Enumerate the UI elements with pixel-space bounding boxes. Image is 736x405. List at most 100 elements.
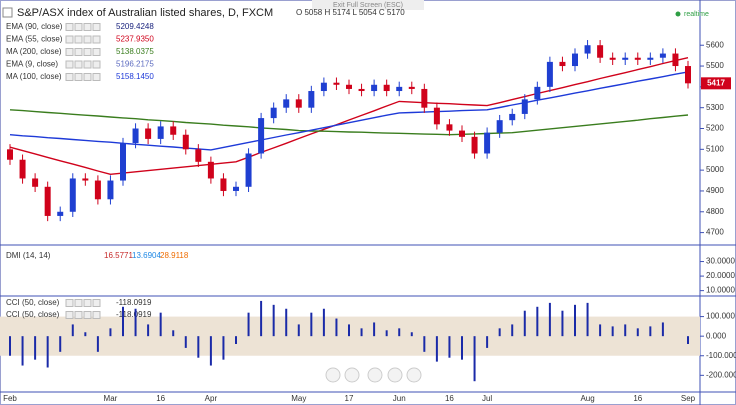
candle-body <box>94 180 101 200</box>
candle-body <box>182 134 189 150</box>
legend-value: 5237.9350 <box>116 35 154 44</box>
candle-body <box>245 153 252 187</box>
candle-body <box>320 82 327 92</box>
legend-icon <box>83 299 92 307</box>
zoom-button[interactable] <box>406 367 422 383</box>
legend-icon <box>65 35 74 44</box>
legend-value: 5209.4248 <box>116 22 154 31</box>
candle-body <box>283 99 290 108</box>
candle-body <box>107 180 114 200</box>
x-tick-label: 16 <box>445 394 454 403</box>
legend-name: MA (100, close) <box>6 72 62 81</box>
zoom-button[interactable] <box>325 367 341 383</box>
legend-icon <box>65 299 74 307</box>
candle-body <box>396 86 403 92</box>
x-tick-label: 16 <box>156 394 165 403</box>
legend-value: -118.0919 <box>116 310 152 319</box>
y-tick-label: 4700 <box>706 228 724 237</box>
candle-body <box>584 45 591 54</box>
candle-body <box>346 84 352 89</box>
legend-icon <box>83 48 92 56</box>
x-tick-label: Jul <box>482 394 492 403</box>
cci-band <box>0 316 700 356</box>
candle-body <box>69 178 76 212</box>
exit-button[interactable] <box>312 0 424 10</box>
candle-body <box>19 159 26 179</box>
zoom-button[interactable] <box>344 367 360 383</box>
candle-body <box>433 107 440 125</box>
x-tick-label: Apr <box>205 394 218 403</box>
candle-body <box>170 126 177 135</box>
candle-body <box>484 132 491 154</box>
candle-body <box>233 186 239 191</box>
legend-icon <box>65 23 74 31</box>
legend-icon <box>74 48 83 56</box>
candle-body <box>82 178 89 181</box>
last-price-badge <box>701 77 731 90</box>
candle-body <box>44 186 51 216</box>
collapse-icon[interactable] <box>2 7 13 18</box>
legend-value: 5138.0375 <box>116 47 154 56</box>
x-tick-label: Sep <box>681 394 696 403</box>
legend-name: MA (200, close) <box>6 47 62 56</box>
legend-icon <box>74 23 83 31</box>
candle-body <box>622 57 629 60</box>
legend-name: EMA (55, close) <box>6 35 63 44</box>
zoom-button[interactable] <box>367 367 383 383</box>
candle-body <box>145 128 152 139</box>
candle-body <box>609 57 616 60</box>
y-tick-label: 5600 <box>706 40 724 49</box>
candle-body <box>195 149 202 162</box>
legend-icon <box>92 299 101 307</box>
x-tick-label: 17 <box>345 394 354 403</box>
legend-icon <box>74 73 83 81</box>
x-tick-label: May <box>291 394 306 403</box>
dmi-value: 13.6904 <box>132 251 161 260</box>
legend-icon <box>83 23 92 31</box>
candle-body <box>496 120 503 133</box>
ohlc: O 5058 H 5174 L 5054 C 5170 <box>296 8 405 17</box>
candle-body <box>446 124 453 131</box>
candle-body <box>7 149 13 160</box>
last-price: 5417 <box>707 78 725 87</box>
candle-body <box>132 128 139 144</box>
legend-name: EMA (9, close) <box>6 60 58 69</box>
candle-body <box>647 57 654 60</box>
legend-icon <box>74 311 83 319</box>
candle-body <box>572 53 578 67</box>
legend-icon <box>92 60 101 69</box>
zoom-button[interactable] <box>387 367 403 383</box>
candle-body <box>270 107 277 119</box>
realtime-dot <box>675 11 681 17</box>
legend-icon <box>83 60 92 69</box>
zoom-controls <box>325 367 422 383</box>
title: S&P/ASX index of Australian listed share… <box>17 7 273 19</box>
exit-text: Exit Full Screen (ESC) <box>333 2 403 9</box>
candle-body <box>371 84 378 92</box>
candle-body <box>521 99 528 114</box>
legend-icon <box>83 35 92 44</box>
candle-body <box>308 91 315 108</box>
legend-icon <box>65 73 74 81</box>
legend-value: -118.0919 <box>116 298 152 307</box>
y-tick-label: 10.0000 <box>706 286 735 295</box>
y-tick-label: 4800 <box>706 207 724 216</box>
y-tick-label: 0.000 <box>706 331 727 340</box>
candle-body <box>220 178 227 191</box>
candle-body <box>333 82 340 85</box>
legend-icon <box>92 311 101 319</box>
y-tick-label: 20.0000 <box>706 271 735 280</box>
y-tick-label: 30.0000 <box>706 257 735 266</box>
legend-value: 5158.1450 <box>116 72 154 81</box>
legend-icon <box>83 311 92 319</box>
legend-icon <box>65 48 74 56</box>
pane-name: DMI (14, 14) <box>6 251 51 260</box>
y-tick-label: 5000 <box>706 165 724 174</box>
legend-icon <box>74 60 83 69</box>
legend-icon <box>65 311 74 319</box>
candle-body <box>546 61 553 87</box>
y-tick-label: -100.000 <box>706 351 736 360</box>
candle-body <box>534 86 541 100</box>
y-tick-label: 100.000 <box>706 312 735 321</box>
candle-body <box>207 161 214 179</box>
